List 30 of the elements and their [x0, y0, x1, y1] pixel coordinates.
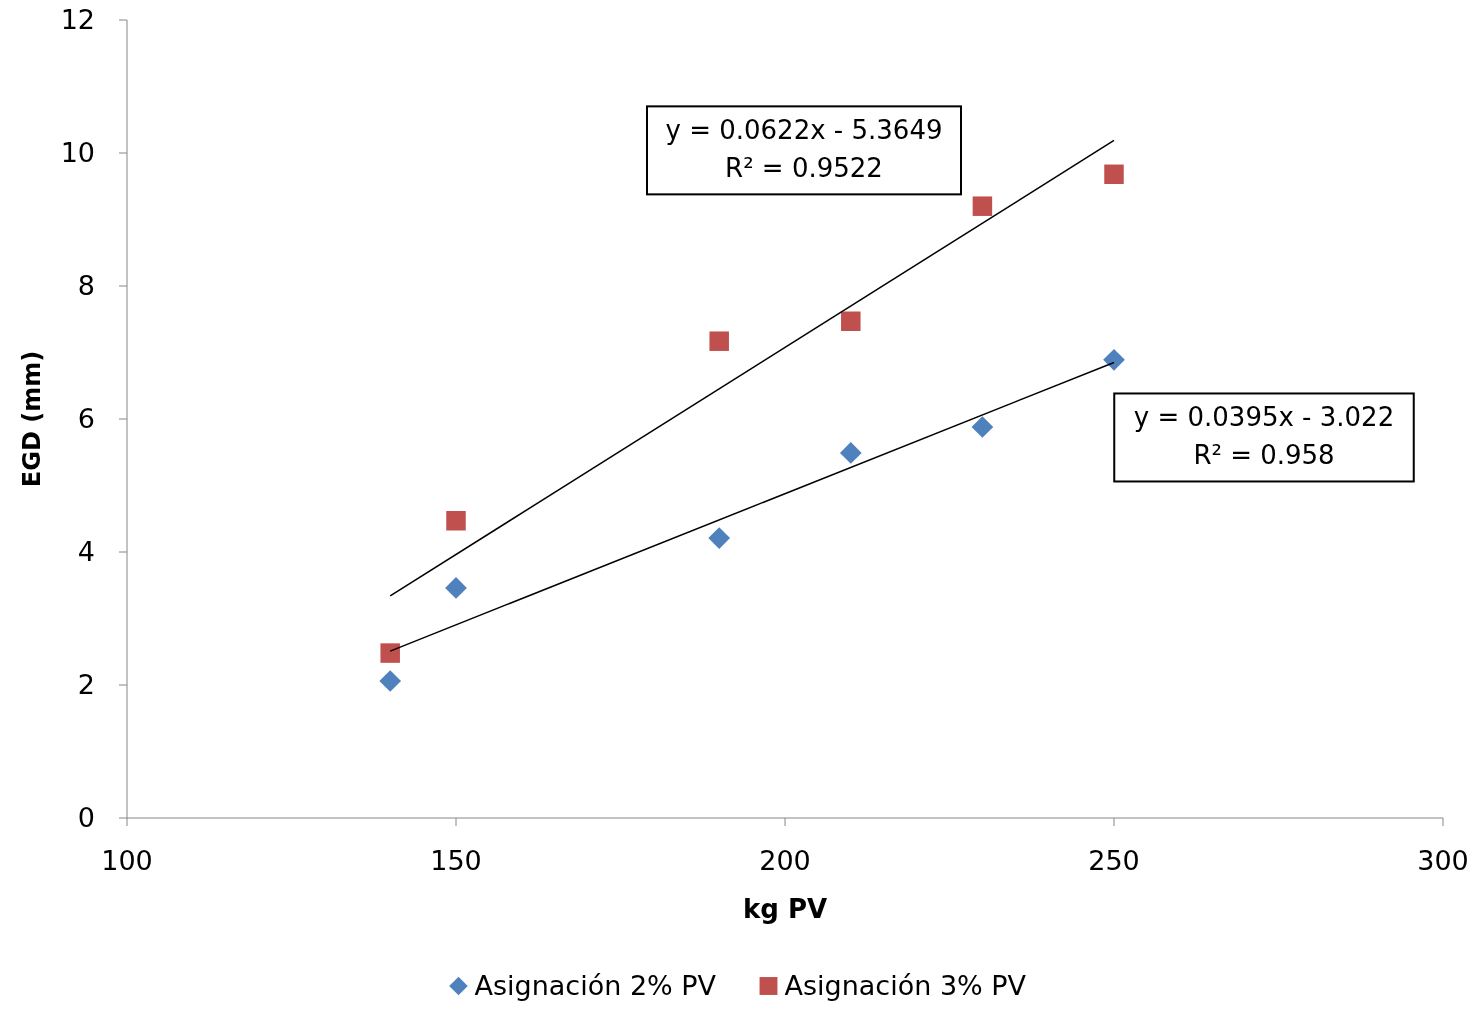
point [1103, 348, 1125, 371]
x-tick-label: 250 [1088, 845, 1140, 876]
point [446, 511, 466, 531]
point [841, 311, 861, 331]
point [379, 670, 402, 692]
x-tick-label: 200 [759, 845, 811, 876]
y-axis-title: EGD (mm) [18, 350, 46, 488]
point [839, 442, 862, 464]
x-tick-label: 100 [101, 845, 153, 876]
point [709, 331, 729, 351]
x-axis-title: kg PV [742, 894, 828, 924]
x-tick-label: 150 [430, 845, 482, 876]
x-tick-label: 300 [1417, 845, 1469, 876]
y-tick-label: 6 [77, 403, 95, 434]
point [445, 577, 467, 599]
y-tick-label: 4 [77, 536, 95, 567]
y-tick-label: 10 [60, 137, 95, 168]
point [708, 527, 731, 549]
y-tick-label: 0 [77, 802, 95, 833]
annotation: y = 0.0395x - 3.022 R² = 0.958 [1133, 402, 1395, 471]
point [1104, 164, 1124, 185]
annotation: y = 0.0622x - 5.3649 R² = 0.9522 [665, 115, 943, 184]
legend-label: Asignación 2% PV [474, 970, 717, 1001]
point [972, 196, 993, 216]
point [380, 643, 400, 663]
y-tick-label: 8 [77, 270, 95, 301]
point [971, 416, 994, 438]
y-tick-label: 12 [60, 4, 95, 35]
legend-label: Asignación 3% PV [784, 970, 1027, 1001]
y-tick-label: 2 [77, 669, 95, 700]
